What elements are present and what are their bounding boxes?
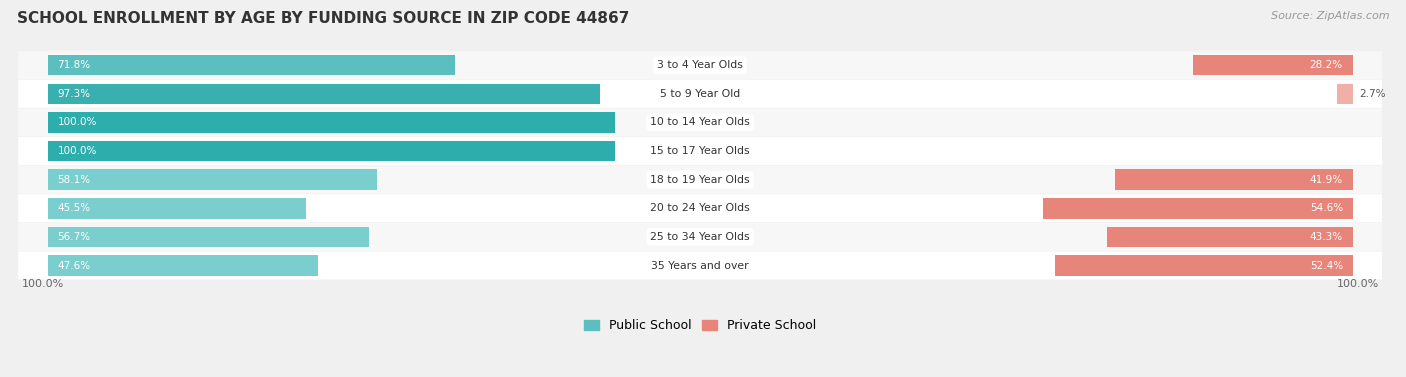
Text: 58.1%: 58.1%	[58, 175, 90, 185]
Text: 52.4%: 52.4%	[1310, 261, 1343, 271]
Text: Source: ZipAtlas.com: Source: ZipAtlas.com	[1271, 11, 1389, 21]
Text: 5 to 9 Year Old: 5 to 9 Year Old	[659, 89, 740, 99]
Legend: Public School, Private School: Public School, Private School	[583, 319, 815, 332]
FancyBboxPatch shape	[18, 80, 1382, 108]
Bar	[48, 255, 318, 276]
FancyBboxPatch shape	[18, 194, 1382, 222]
Bar	[48, 55, 456, 75]
FancyBboxPatch shape	[18, 166, 1382, 194]
Text: 100.0%: 100.0%	[21, 279, 63, 289]
Text: 100.0%: 100.0%	[58, 117, 97, 127]
Bar	[48, 141, 616, 161]
Bar	[1043, 198, 1353, 219]
Text: 47.6%: 47.6%	[58, 261, 90, 271]
Text: 100.0%: 100.0%	[1337, 279, 1379, 289]
Text: 71.8%: 71.8%	[58, 60, 90, 70]
Text: SCHOOL ENROLLMENT BY AGE BY FUNDING SOURCE IN ZIP CODE 44867: SCHOOL ENROLLMENT BY AGE BY FUNDING SOUR…	[17, 11, 630, 26]
Text: 2.7%: 2.7%	[1360, 89, 1386, 99]
Text: 45.5%: 45.5%	[58, 203, 90, 213]
Text: 18 to 19 Year Olds: 18 to 19 Year Olds	[651, 175, 749, 185]
Text: 20 to 24 Year Olds: 20 to 24 Year Olds	[650, 203, 749, 213]
Bar	[1107, 227, 1353, 247]
FancyBboxPatch shape	[18, 137, 1382, 165]
Bar	[48, 84, 600, 104]
Bar	[1337, 84, 1353, 104]
Text: 25 to 34 Year Olds: 25 to 34 Year Olds	[651, 232, 749, 242]
Text: 28.2%: 28.2%	[1310, 60, 1343, 70]
FancyBboxPatch shape	[18, 51, 1382, 79]
Bar	[48, 198, 307, 219]
FancyBboxPatch shape	[18, 109, 1382, 136]
Text: 43.3%: 43.3%	[1310, 232, 1343, 242]
Bar	[1115, 169, 1353, 190]
FancyBboxPatch shape	[18, 223, 1382, 251]
Bar	[1192, 55, 1353, 75]
Bar	[48, 112, 616, 133]
Text: 56.7%: 56.7%	[58, 232, 90, 242]
Bar	[48, 227, 370, 247]
FancyBboxPatch shape	[18, 251, 1382, 279]
Text: 10 to 14 Year Olds: 10 to 14 Year Olds	[650, 117, 749, 127]
Text: 41.9%: 41.9%	[1310, 175, 1343, 185]
Text: 54.6%: 54.6%	[1310, 203, 1343, 213]
Bar	[1054, 255, 1353, 276]
Text: 15 to 17 Year Olds: 15 to 17 Year Olds	[651, 146, 749, 156]
Text: 100.0%: 100.0%	[58, 146, 97, 156]
Text: 3 to 4 Year Olds: 3 to 4 Year Olds	[657, 60, 742, 70]
Text: 35 Years and over: 35 Years and over	[651, 261, 749, 271]
Text: 97.3%: 97.3%	[58, 89, 90, 99]
Bar	[48, 169, 377, 190]
